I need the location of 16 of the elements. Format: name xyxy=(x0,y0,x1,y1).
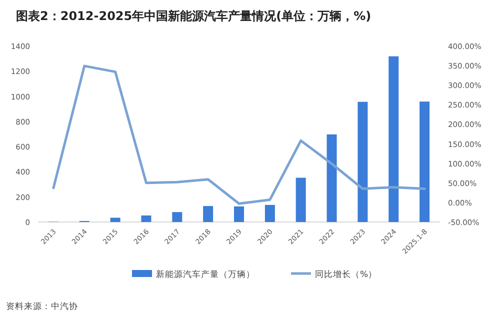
bar xyxy=(420,102,430,222)
bar xyxy=(388,56,399,222)
bar xyxy=(203,206,214,222)
legend-label: 同比增长（%） xyxy=(315,269,378,280)
bar xyxy=(234,206,244,222)
line-series xyxy=(52,64,426,205)
bar xyxy=(110,218,120,222)
text: 资料来源：中汽协 xyxy=(6,301,78,312)
bar xyxy=(296,178,306,222)
legend-label: 新能源汽车产量（万辆） xyxy=(156,269,255,280)
bar xyxy=(326,134,337,222)
bar xyxy=(141,215,152,222)
bar xyxy=(264,204,275,222)
bar xyxy=(358,102,368,222)
bar xyxy=(172,212,182,222)
chart-title: 图表2：2012-2025年中国新能源汽车产量情况(单位：万辆，%) xyxy=(16,9,372,23)
